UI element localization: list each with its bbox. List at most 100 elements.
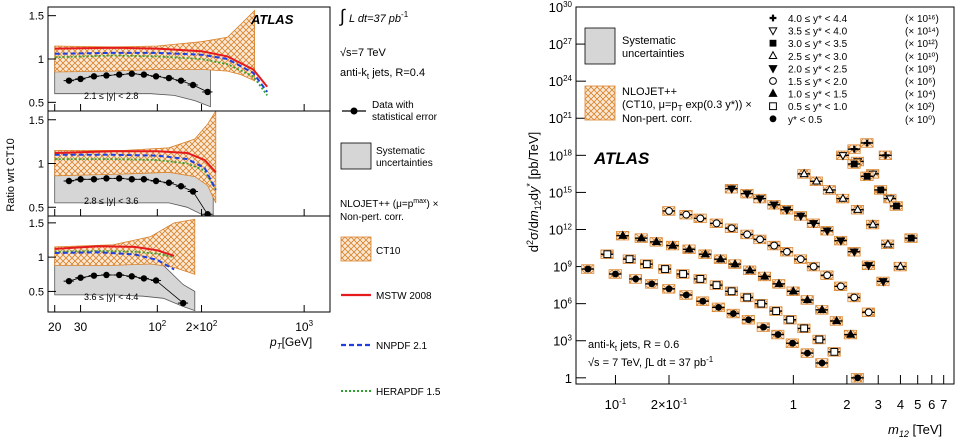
marker-circle-open — [796, 255, 805, 264]
marker-tri-up-filled — [618, 230, 628, 239]
y-tick-label: 1 — [38, 54, 44, 66]
marker-circle-filled — [699, 297, 707, 305]
marker-circle-filled — [648, 280, 656, 288]
x-tick-label: 1 — [790, 397, 797, 412]
data-point — [103, 72, 110, 79]
data-point — [116, 71, 123, 78]
right-syst-label-1: Systematic — [622, 35, 676, 47]
y-tick-label: 1021 — [549, 111, 573, 126]
left-y-axis-label: Ratio wrt CT10 — [5, 138, 17, 211]
marker-tri-down-open — [885, 195, 895, 204]
series-scale-label: (× 10²) — [905, 102, 935, 113]
y-tick-label: 106 — [553, 297, 572, 312]
jet-algo-label: anti-kt jets, R=0.4 — [340, 67, 425, 81]
marker-square-open — [786, 315, 795, 324]
marker-tri-up-filled — [774, 278, 784, 288]
marker-tri-up-open — [868, 219, 878, 228]
right-nlo-swatch — [584, 85, 616, 121]
marker-tri-up-open — [768, 50, 778, 60]
ct10-band — [54, 9, 255, 82]
marker-tri-up-open — [838, 193, 848, 202]
x-tick-label: 4 — [897, 397, 904, 412]
marker-circle-filled — [715, 303, 723, 311]
marker-tri-up-filled — [651, 236, 662, 246]
marker-square-open — [800, 324, 809, 333]
right-legend-boxes: Systematic uncertainties NLOJET++ (CT10,… — [584, 27, 752, 125]
right-nlo-label-3: Non-pert. corr. — [622, 113, 692, 125]
marker-tri-up-filled — [788, 286, 798, 295]
series-scale-label: (× 10¹²) — [905, 39, 938, 50]
legend-mstw-label: MSTW 2008 — [376, 291, 432, 302]
marker-tri-down-filled — [768, 65, 778, 74]
marker-tri-up-open — [811, 176, 822, 185]
y-tick-label: 0.5 — [29, 286, 44, 298]
data-point — [103, 271, 110, 279]
data-point — [152, 277, 160, 284]
right-y-ticks: 1 103 106 109 1012 1015 1018 1021 1024 1027 1030 — [549, 0, 586, 386]
marker-tri-up-open — [799, 168, 809, 178]
y-tick-label: 1.5 — [29, 11, 44, 23]
marker-tri-up-filled — [636, 233, 647, 242]
data-point — [90, 272, 98, 279]
nnpdf-curve — [54, 153, 217, 191]
marker-plus — [882, 151, 889, 159]
x-tick-label: 30 — [74, 320, 88, 334]
marker-tri-down-filled — [755, 195, 765, 204]
marker-tri-up-filled — [700, 249, 710, 258]
marker-tri-up-open — [883, 239, 893, 248]
legend-syst-label-1: Systematic — [376, 146, 425, 157]
y-tick-label: 1.5 — [29, 115, 44, 127]
marker-tri-up-filled — [730, 258, 740, 268]
marker-tri-up-open — [895, 261, 906, 270]
marker-circle-open — [682, 210, 691, 219]
data-point — [77, 274, 84, 281]
marker-circle-open — [809, 262, 818, 271]
series-legend-label: 0.5 ≤ y* < 1.0 — [788, 102, 848, 113]
marker-tri-down-filled — [742, 190, 752, 199]
legend-nlo-label-2: Non-pert. corr. — [340, 212, 404, 223]
marker-circle-open — [696, 214, 705, 223]
left-legend: ∫ L dt=37 pb-1 √s=7 TeV anti-kt jets, R=0… — [338, 6, 441, 398]
marker-circle-open — [864, 308, 873, 317]
marker-square-open — [679, 270, 687, 278]
marker-tri-up-filled — [668, 240, 678, 249]
marker-circle-filled — [774, 331, 782, 338]
y-tick-label: 1027 — [549, 37, 573, 52]
legend-data-marker — [350, 107, 358, 115]
legend-herapdf-label: HERAPDF 1.5 — [376, 387, 441, 398]
marker-square-open — [642, 260, 651, 269]
right-x-ticks: 10-1 2×10-1 1 2 3 4 5 6 7 — [605, 375, 947, 412]
marker-tri-down-filled — [727, 185, 737, 194]
data-point — [177, 183, 185, 190]
marker-tri-down-filled — [796, 212, 806, 222]
series-legend-label: 4.0 ≤ y* < 4.4 — [788, 14, 848, 25]
series-scale-label: (× 10⁸) — [905, 64, 936, 75]
marker-square-open — [830, 347, 839, 356]
y-tick-label: 1015 — [549, 185, 573, 200]
data-point — [204, 211, 211, 216]
marker-tri-down-filled — [836, 237, 846, 246]
marker-square-open — [661, 265, 669, 273]
data-point — [103, 175, 110, 182]
marker-circle-filled — [682, 291, 690, 299]
marker-square-open — [625, 255, 634, 264]
data-point — [116, 271, 123, 279]
data-point — [128, 176, 136, 183]
legend-nnpdf-label: NNPDF 2.1 — [376, 341, 428, 352]
y-tick-label: 1024 — [549, 74, 573, 89]
marker-tri-up-filled — [768, 88, 778, 97]
marker-circle-open — [770, 241, 779, 250]
x-tick-label: 102 — [148, 319, 166, 334]
right-x-axis-label: m12 [TeV] — [888, 422, 942, 439]
marker-circle-open — [665, 207, 673, 215]
x-tick-label: 10-1 — [605, 397, 627, 412]
marker-circle-filled — [804, 349, 811, 357]
marker-tri-up-filled — [745, 265, 755, 274]
data-point — [140, 275, 148, 282]
data-point — [140, 176, 148, 183]
marker-circle-filled — [854, 374, 862, 382]
data-point — [77, 176, 84, 183]
series-legend-label: 2.0 ≤ y* < 2.5 — [788, 64, 848, 75]
y-tick-label: 1030 — [549, 0, 573, 15]
data-point — [128, 70, 136, 77]
